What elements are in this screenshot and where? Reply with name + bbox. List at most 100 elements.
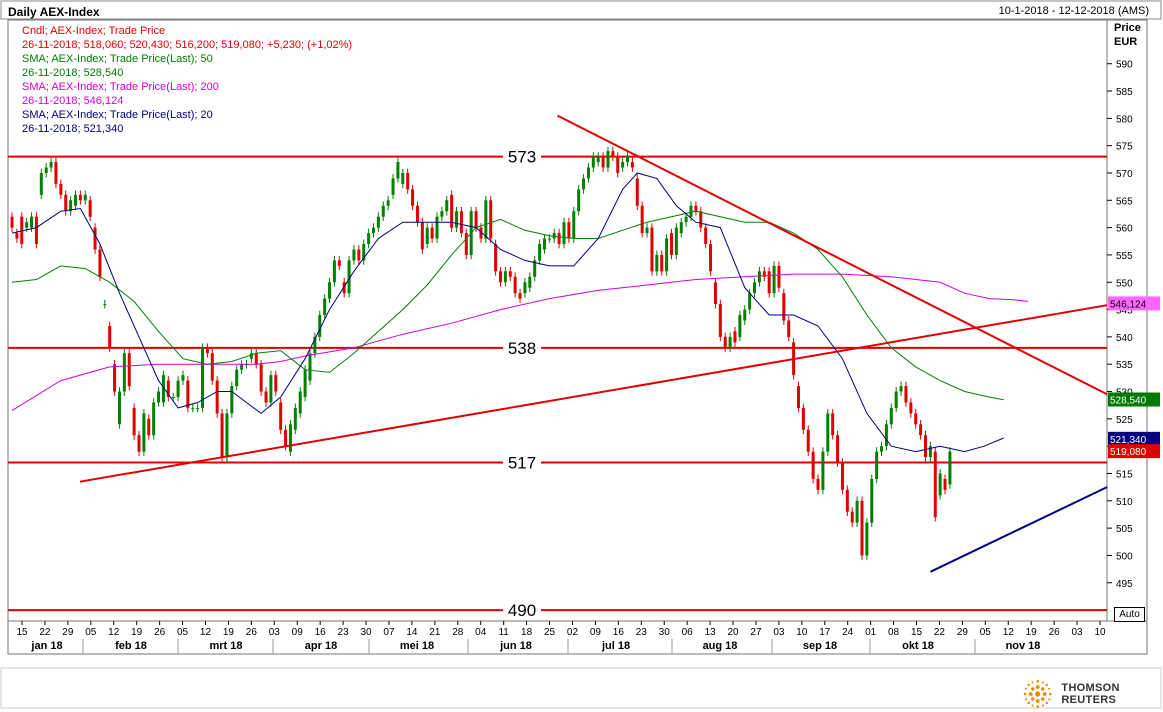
- candle-body: [772, 265, 776, 294]
- candle-body: [694, 205, 698, 212]
- candle-body: [728, 336, 732, 348]
- candle-body: [59, 183, 63, 195]
- candle-body: [880, 446, 884, 452]
- x-tick-label: 28: [452, 627, 464, 638]
- x-tick-label: 23: [338, 627, 350, 638]
- x-month-label: jun 18: [499, 640, 532, 652]
- auto-scale-button[interactable]: Auto: [1114, 607, 1145, 622]
- candle-body: [396, 162, 400, 179]
- candle-body: [147, 418, 151, 436]
- candle-body: [748, 293, 752, 310]
- candle-body: [264, 391, 268, 403]
- level-label-bg: [503, 147, 541, 166]
- y-tick-label: 540: [1116, 333, 1133, 344]
- x-month-label: sep 18: [803, 640, 837, 652]
- candle-body: [572, 211, 576, 239]
- candle-body: [606, 151, 610, 168]
- candle-body: [840, 462, 844, 490]
- value-badge: [1108, 392, 1160, 407]
- candle-body: [205, 347, 209, 354]
- candle-body: [450, 194, 454, 228]
- legend-line: 26-11-2018; 521,340: [22, 123, 124, 135]
- candle-body: [161, 375, 165, 403]
- candle-body: [503, 271, 507, 283]
- candle-body: [210, 353, 214, 381]
- legend-line: 26-11-2018; 518,060; 520,430; 516,200; 5…: [22, 39, 353, 51]
- candle-body: [44, 167, 48, 173]
- candle-body: [870, 478, 874, 523]
- candle-body: [567, 222, 571, 239]
- candle-body: [621, 162, 625, 168]
- candle-body: [196, 407, 200, 409]
- footer-bar: [0, 667, 1162, 709]
- candle-body: [875, 451, 879, 479]
- candle-body: [332, 260, 336, 283]
- x-tick-label: 03: [269, 627, 281, 638]
- candle-body: [655, 254, 659, 272]
- candle-body: [230, 386, 234, 414]
- candle-body: [103, 304, 107, 306]
- value-badge: [1108, 296, 1160, 311]
- candle-body: [660, 254, 664, 272]
- candle-body: [782, 293, 786, 321]
- candle-body: [743, 309, 747, 321]
- candle-body: [113, 364, 117, 392]
- candle-body: [679, 222, 683, 234]
- candle-body: [166, 380, 170, 397]
- x-tick-label: 03: [773, 627, 785, 638]
- candle-body: [757, 271, 761, 283]
- candle-body: [328, 282, 332, 299]
- value-badge-label: 519,080: [1110, 447, 1147, 458]
- value-badge: [1108, 431, 1160, 446]
- x-tick-label: 29: [62, 627, 74, 638]
- level-label-573: 573: [508, 148, 536, 167]
- candle-body: [440, 211, 444, 217]
- candle-body: [74, 194, 78, 206]
- x-tick-label: 11: [498, 627, 509, 638]
- candle-body: [816, 478, 820, 490]
- x-tick-label: 10: [1094, 627, 1106, 638]
- x-tick-label: 13: [705, 627, 717, 638]
- candle-body: [83, 194, 87, 201]
- candle-body: [15, 233, 19, 239]
- x-tick-label: 14: [406, 627, 418, 638]
- candle-body: [20, 216, 24, 245]
- candle-body: [933, 451, 937, 518]
- candle-body: [108, 325, 112, 348]
- candle-body: [323, 298, 327, 316]
- candle-body: [117, 391, 121, 425]
- x-month-label: nov 18: [1006, 640, 1041, 652]
- x-month-label: apr 18: [305, 640, 337, 652]
- x-tick-label: 17: [819, 627, 831, 638]
- candle-body: [254, 353, 258, 365]
- x-tick-label: 19: [1026, 627, 1038, 638]
- candle-body: [899, 386, 903, 392]
- candle-body: [274, 375, 278, 392]
- y-tick-label: 545: [1116, 306, 1133, 317]
- candle-body: [215, 380, 219, 414]
- x-month-label: okt 18: [902, 640, 934, 652]
- x-tick-label: 27: [750, 627, 762, 638]
- candle-body: [88, 200, 92, 217]
- candle-body: [777, 265, 781, 288]
- candle-body: [479, 227, 483, 239]
- level-label-bg: [503, 338, 541, 357]
- candle-body: [909, 402, 913, 414]
- candle-body: [371, 227, 375, 234]
- candle-body: [645, 227, 649, 234]
- candle-body: [347, 260, 351, 294]
- legend-line: SMA; AEX-Index; Trade Price(Last); 200: [22, 81, 219, 93]
- candle-body: [860, 500, 864, 556]
- reuters-dot-icon: [1023, 680, 1052, 708]
- candle-body: [596, 156, 600, 163]
- candle-body: [489, 200, 493, 239]
- candle-body: [518, 293, 522, 299]
- candle-body: [367, 233, 371, 245]
- candle-body: [826, 413, 830, 452]
- x-month-label: feb 18: [115, 640, 147, 652]
- candle-body: [225, 413, 229, 458]
- price-axis: [1106, 19, 1148, 622]
- y-tick-label: 525: [1116, 415, 1133, 426]
